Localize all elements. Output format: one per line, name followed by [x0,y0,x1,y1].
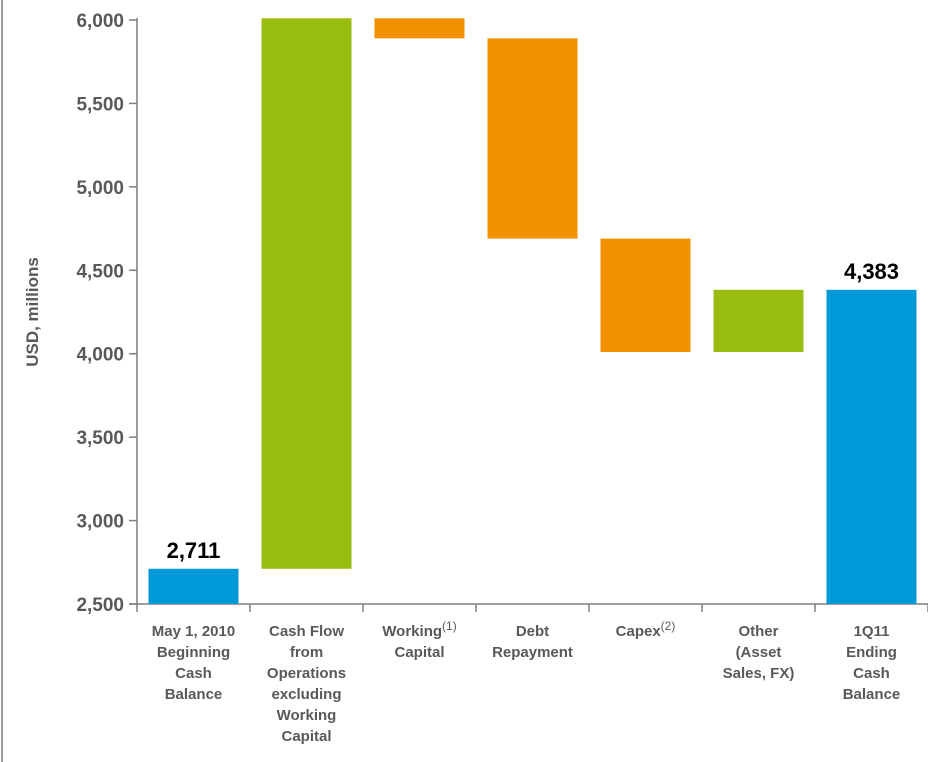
bar-total [148,568,239,604]
plot-area: 2,500 3,000 3,500 4,000 4,500 5,000 5,500 6,000… [76,11,928,745]
y-tick-label: 5,000 [76,178,124,199]
bar-decrease [374,18,465,39]
x-category-label-text: Capex [616,623,662,640]
footnote-superscript: (2) [661,619,676,633]
x-category-label: Operations [267,665,346,682]
x-category-label-text: Working [382,623,442,640]
x-category-label: Beginning [157,644,230,661]
bar-value-label: 4,383 [844,259,899,284]
y-axis-label: USD, millions [23,257,42,367]
y-tick-label: 3,000 [76,512,124,533]
bar-total [826,289,917,604]
bar-increase [261,18,352,569]
x-category-label: excluding [271,686,341,703]
x-category-label: Working [277,707,337,724]
x-category-label: Debt [516,623,549,640]
x-category-label: Repayment [492,644,573,661]
bar-decrease [487,38,578,239]
bar-value-label: 2,711 [167,538,221,563]
footnote-superscript: (1) [442,619,457,633]
y-tick-label: 5,500 [76,94,124,115]
x-category-label: Ending [846,644,897,661]
x-category-label: Other [738,623,778,640]
y-tick-label: 3,500 [76,428,124,449]
bar-increase [713,289,804,353]
x-category-label: 1Q11 [854,623,890,640]
x-category-label: from [290,644,323,661]
x-category-label: (Asset [736,644,782,661]
x-category-label: Working(1) [382,619,456,640]
y-tick-label: 4,500 [76,261,124,282]
x-category-label: Balance [165,686,223,703]
y-tick-label: 6,000 [76,11,124,32]
bar-decrease [600,238,691,353]
x-category-label: Cash Flow [269,623,344,640]
y-tick-label: 2,500 [76,595,124,616]
x-category-label: Capital [281,728,331,745]
x-category-label: Cash [853,665,890,682]
x-category-label: Cash [175,665,212,682]
x-category-label: Capex(2) [616,619,676,640]
x-category-label: Capital [394,644,444,661]
y-tick-label: 4,000 [76,345,124,366]
x-category-label: May 1, 2010 [152,623,235,640]
x-category-label: Balance [843,686,901,703]
x-category-label: Sales, FX) [723,665,795,682]
